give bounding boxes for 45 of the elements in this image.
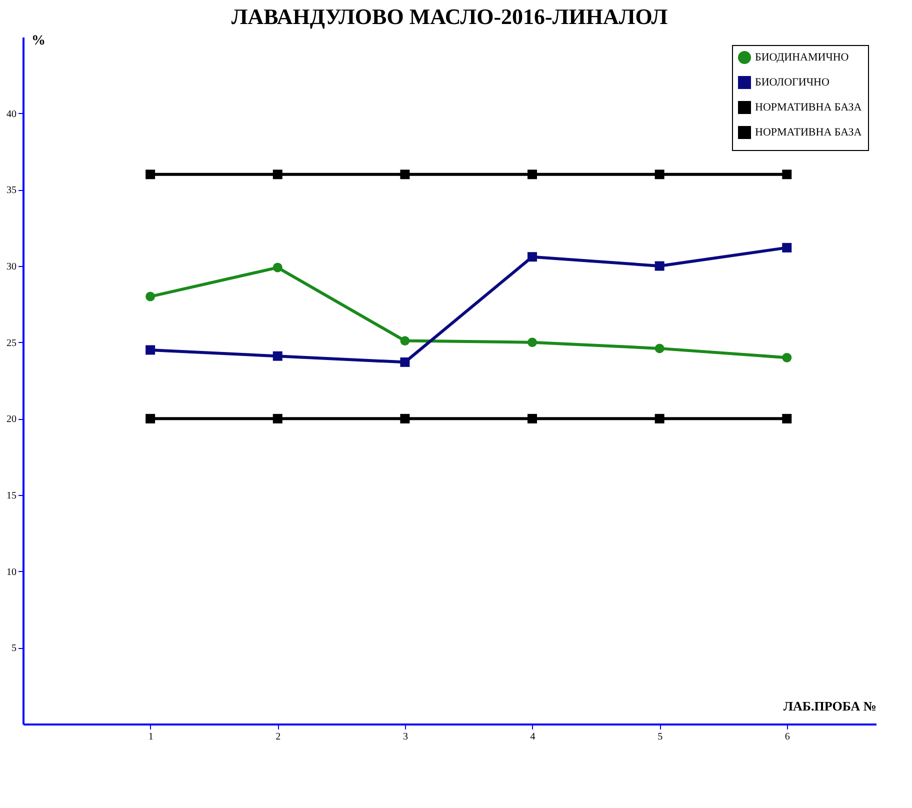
point <box>146 414 156 424</box>
point <box>654 344 664 354</box>
point <box>528 338 537 348</box>
y-tick-label: 35 <box>6 185 16 196</box>
point <box>782 414 792 424</box>
point <box>654 414 664 424</box>
y-axis-title: % <box>32 34 46 48</box>
point <box>400 414 410 424</box>
x-tick-label: 5 <box>658 732 663 742</box>
x-tick-label: 1 <box>148 732 154 742</box>
point <box>782 242 792 252</box>
point <box>146 345 156 355</box>
legend-label: НОРМАТИВНА БАЗА <box>755 126 862 138</box>
point <box>528 414 537 424</box>
y-tick-label: 20 <box>6 414 16 426</box>
y-tick-label: 25 <box>6 338 16 349</box>
y-tick-label: 10 <box>6 566 16 578</box>
x-tick-label: 4 <box>530 732 536 742</box>
point <box>528 252 537 262</box>
point <box>782 352 792 362</box>
point <box>400 170 410 180</box>
point <box>272 262 282 272</box>
legend-label: НОРМАТИВНА БАЗА <box>755 102 862 114</box>
x-tick-label: 2 <box>276 732 281 742</box>
x-axis-title: ЛАБ.ПРОБА № <box>783 698 876 714</box>
legend-label: БИОЛОГИЧНО <box>755 76 830 88</box>
point <box>654 170 664 180</box>
point <box>400 357 410 367</box>
y-tick-label: 30 <box>6 262 16 272</box>
point <box>528 170 537 180</box>
chart-title: ЛАВАНДУЛОВО МАСЛО-2016-ЛИНАЛОЛ <box>231 4 668 29</box>
point <box>272 414 282 424</box>
y-tick-label: 5 <box>12 643 16 654</box>
point <box>782 170 792 180</box>
point <box>146 170 156 180</box>
x-tick-label: 3 <box>402 732 408 742</box>
x-tick-label: 6 <box>784 732 790 742</box>
point <box>654 261 664 271</box>
point <box>146 292 156 302</box>
point <box>272 170 282 180</box>
point <box>400 336 410 346</box>
point <box>272 351 282 361</box>
y-tick-label: 40 <box>6 108 16 120</box>
legend-label: БИОДИНАМИЧНО <box>755 52 849 64</box>
y-tick-label: 15 <box>6 490 16 502</box>
